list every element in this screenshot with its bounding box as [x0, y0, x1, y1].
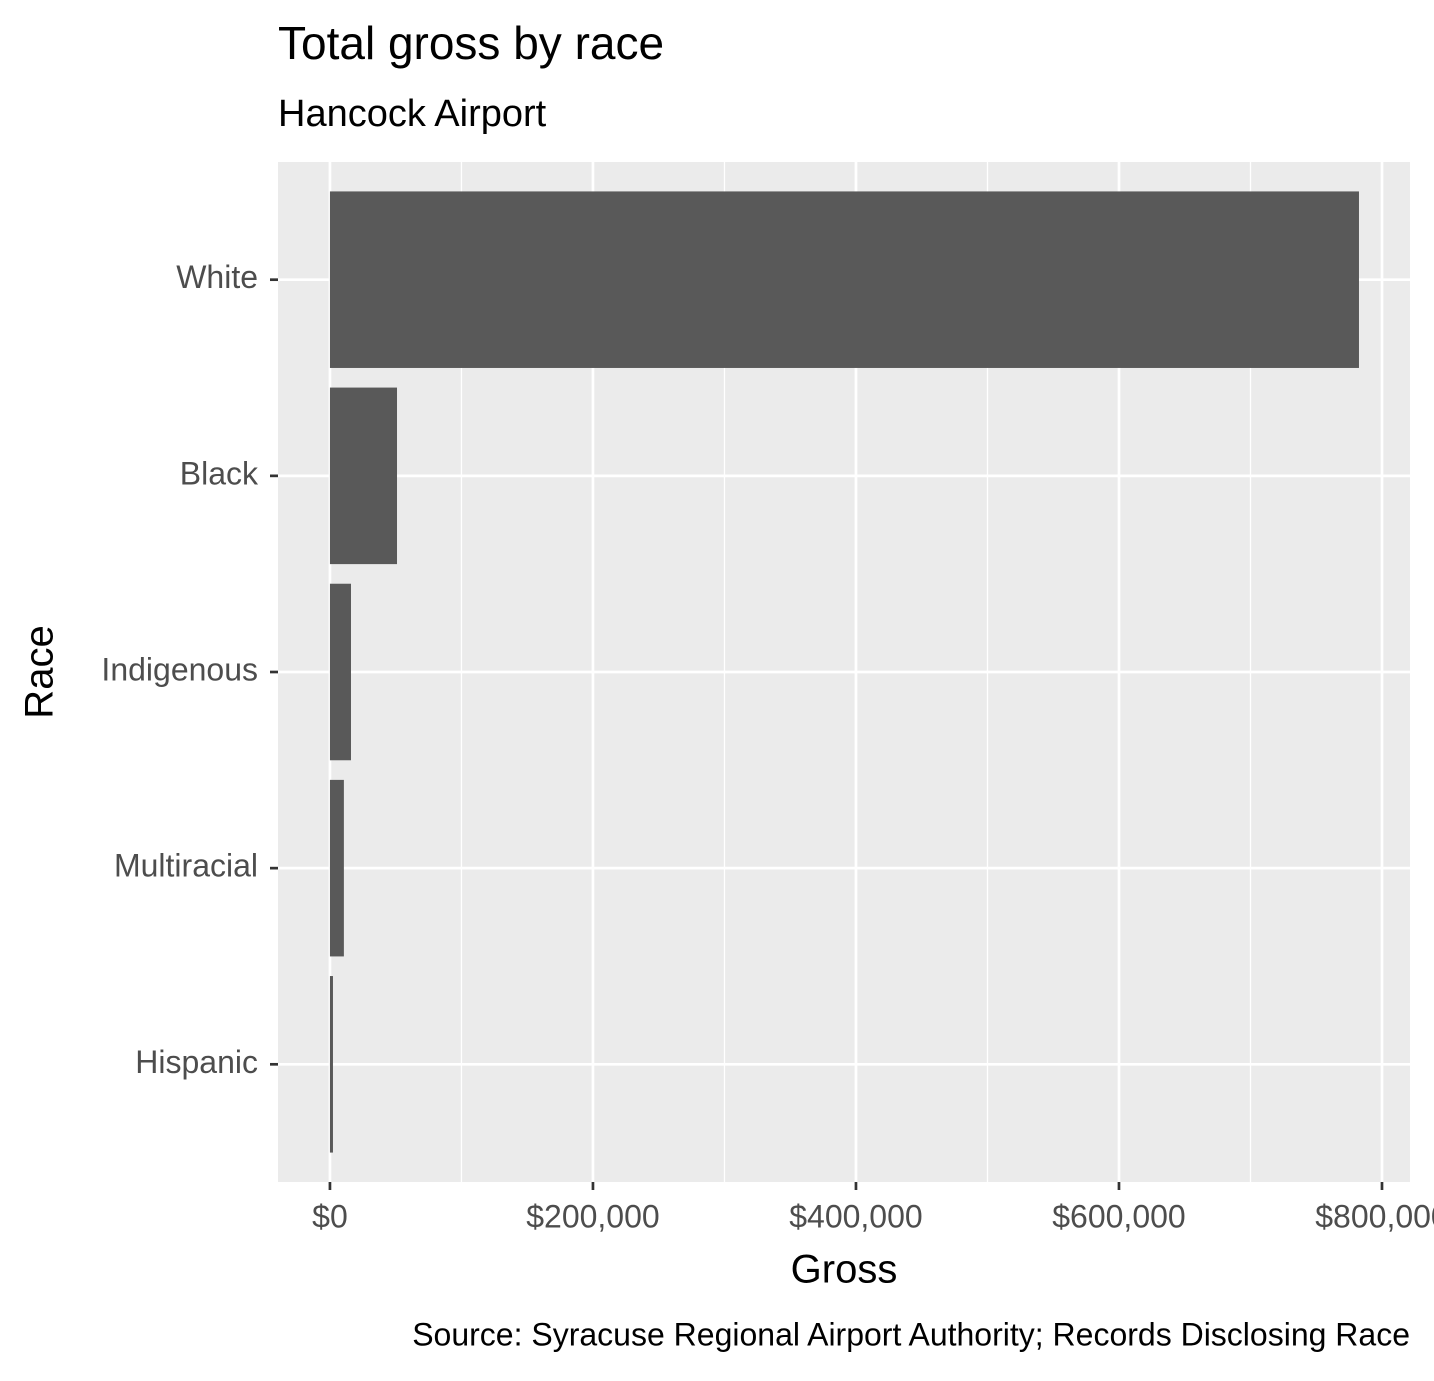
x-tick-label: $200,000: [526, 1198, 659, 1234]
y-tick-label: Black: [180, 455, 259, 491]
caption: Source: Syracuse Regional Airport Author…: [412, 1316, 1410, 1352]
x-tick-label: $400,000: [789, 1198, 922, 1234]
bar: [329, 191, 1359, 368]
y-axis-title: Race: [18, 625, 62, 718]
bar: [329, 779, 344, 957]
bar: [329, 387, 398, 565]
bar: [329, 976, 333, 1153]
y-tick-label: Multiracial: [114, 848, 258, 884]
x-tick-label: $0: [312, 1198, 348, 1234]
chart-title: Total gross by race: [278, 17, 664, 69]
y-tick-label: Indigenous: [101, 651, 258, 687]
x-tick-label: $800,000: [1315, 1198, 1434, 1234]
y-tick-label: White: [176, 259, 258, 295]
chart-subtitle: Hancock Airport: [278, 93, 547, 135]
x-tick-label: $600,000: [1052, 1198, 1185, 1234]
y-tick-label: Hispanic: [135, 1044, 258, 1080]
bar: [329, 583, 351, 761]
x-axis-title: Gross: [791, 1248, 898, 1292]
